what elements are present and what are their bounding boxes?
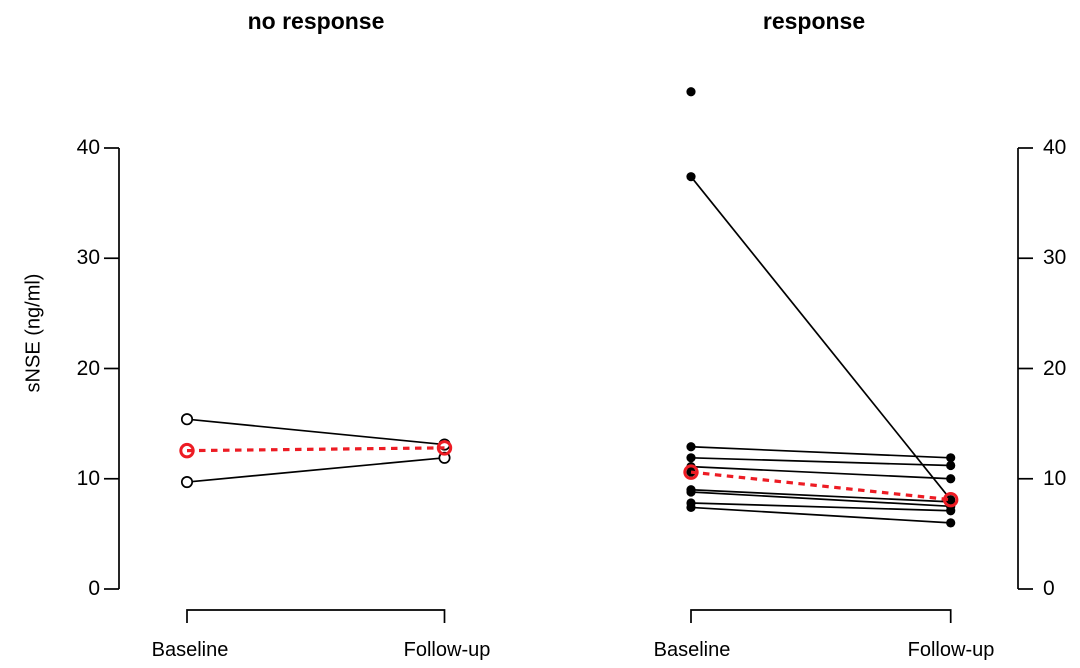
pair-line (690, 445, 951, 459)
median-marker-ring (943, 491, 959, 508)
median-marker-ring (436, 440, 453, 456)
data-point-filled (686, 502, 696, 513)
data-point-open (180, 476, 194, 489)
y-tick-label: 40 (1043, 136, 1067, 159)
pair-line (690, 488, 951, 503)
pair-line (690, 456, 951, 467)
data-point-filled (686, 453, 696, 463)
pair-line (690, 465, 951, 480)
y-tick-label: 20 (76, 356, 100, 380)
pair-line (690, 176, 952, 501)
data-point-filled (686, 442, 696, 452)
y-tick-label: 10 (76, 466, 100, 490)
pair-line (690, 502, 951, 512)
pair-line (690, 491, 951, 508)
panel-title-no-response: no response (247, 8, 385, 34)
data-point-filled (946, 518, 956, 528)
data-point-filled (686, 87, 696, 97)
median-dashed-line (690, 470, 951, 502)
y-tick-label: 20 (1043, 356, 1067, 380)
x-category-label-baseline-left: Baseline (151, 639, 229, 661)
y-tick-label: 40 (76, 136, 100, 159)
y-tick-label: 0 (88, 577, 100, 600)
data-point-filled (946, 453, 956, 463)
median-dashed-line (186, 446, 445, 453)
x-category-label-followup-right: Follow-up (907, 639, 995, 661)
median-marker-ring (179, 442, 195, 459)
pair-line (186, 456, 445, 483)
data-point-filled (946, 460, 956, 471)
pair-line (186, 418, 445, 446)
y-tick-label: 0 (1043, 577, 1055, 600)
median-marker-ring (683, 464, 699, 480)
y-tick-label: 10 (1043, 466, 1067, 490)
x-axis-bracket (690, 609, 952, 623)
x-category-label-followup-left: Follow-up (403, 639, 491, 661)
x-axis-bracket (186, 609, 446, 623)
data-point-open (180, 413, 194, 426)
x-category-label-baseline-right: Baseline (653, 639, 731, 661)
panel-title-response: response (762, 8, 866, 34)
data-point-filled (946, 506, 956, 516)
pair-line (690, 506, 951, 524)
y-tick-label: 30 (76, 246, 100, 270)
y-tick-label: 30 (1043, 246, 1067, 270)
data-point-filled (686, 487, 696, 497)
data-point-filled (686, 172, 696, 182)
data-point-filled (946, 474, 956, 484)
